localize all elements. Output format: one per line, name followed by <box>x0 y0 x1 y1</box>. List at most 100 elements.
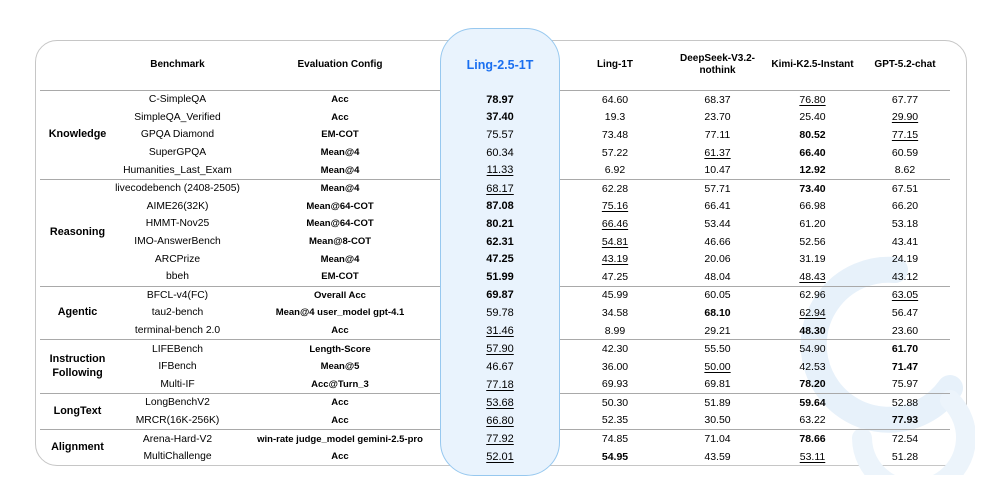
score-gpt-5-2-chat: 53.18 <box>891 217 919 230</box>
score-kimi-k2-5-instant: 53.11 <box>799 450 826 463</box>
table-row: Agentic BFCL-v4(FC) Overall Acc 69.87 45.99 6… <box>40 285 950 340</box>
benchmark-name: terminal-bench 2.0 <box>134 325 221 337</box>
evaluation-config: EM-COT <box>321 271 359 283</box>
score-ling-1t: 34.58 <box>601 306 629 319</box>
table-row: SuperGPQA Mean@4 60.34 57.22 61.37 66.40 60.59 <box>40 144 950 162</box>
evaluation-config: Length-Score <box>240 339 440 358</box>
score-kimi-k2-5-instant: 62.94 <box>799 306 826 319</box>
evaluation-config: Acc <box>331 414 349 426</box>
score-ling-1t: 45.99 <box>560 285 670 305</box>
score-gpt-5-2-chat: 43.41 <box>891 235 919 248</box>
score-ling-1t: 69.93 <box>601 378 629 391</box>
score-deepseek-v3-2-nothink: 69.81 <box>704 378 731 391</box>
evaluation-config: Acc <box>240 393 440 412</box>
benchmark-name: GPQA Diamond <box>140 129 215 141</box>
column-header-benchmark: Benchmark <box>150 59 205 70</box>
column-header-ling-1t: Ling-1T <box>596 59 634 70</box>
score-deepseek-v3-2-nothink: 55.50 <box>670 339 765 358</box>
score-deepseek-v3-2-nothink: 68.10 <box>704 306 731 319</box>
highlight-score-ling-2-5-1t: 51.99 <box>486 270 514 283</box>
category-column-spacer <box>40 40 115 91</box>
evaluation-config: Acc <box>240 89 440 109</box>
highlight-score-ling-2-5-1t: 31.46 <box>486 324 514 337</box>
score-kimi-k2-5-instant: 66.40 <box>799 146 826 159</box>
highlight-score-ling-2-5-1t: 75.57 <box>486 128 514 141</box>
highlight-score-ling-2-5-1t: 68.17 <box>486 182 514 195</box>
evaluation-config: Mean@5 <box>320 361 360 373</box>
benchmark-name: LongBenchV2 <box>115 393 240 412</box>
highlight-score-ling-2-5-1t: 47.25 <box>486 253 514 266</box>
highlight-score-ling-2-5-1t: 77.18 <box>486 378 514 391</box>
score-deepseek-v3-2-nothink: 48.04 <box>704 270 731 283</box>
highlight-score-ling-2-5-1t: 62.31 <box>486 235 514 248</box>
category-label-knowledge: Knowledge <box>40 90 115 180</box>
table-row: MRCR(16K-256K) Acc 66.80 52.35 30.50 63.22 77.… <box>40 412 950 430</box>
score-kimi-k2-5-instant: 48.43 <box>799 270 826 283</box>
score-ling-1t: 52.35 <box>601 414 629 427</box>
score-ling-1t: 64.60 <box>560 89 670 109</box>
table-row: terminal-bench 2.0 Acc 31.46 8.99 29.21 48.30… <box>40 322 950 340</box>
benchmark-name: C-SimpleQA <box>115 89 240 109</box>
score-deepseek-v3-2-nothink: 53.44 <box>704 217 731 230</box>
benchmark-name: ARCPrize <box>154 253 201 265</box>
benchmark-name: tau2-bench <box>151 307 204 319</box>
score-deepseek-v3-2-nothink: 60.05 <box>670 285 765 305</box>
score-gpt-5-2-chat: 71.47 <box>891 360 919 373</box>
score-gpt-5-2-chat: 43.12 <box>891 270 919 283</box>
highlight-score-ling-2-5-1t: 77.92 <box>486 432 514 445</box>
evaluation-config: Mean@4 user_model gpt-4.1 <box>275 307 405 319</box>
group-longtext: LongText LongBenchV2 Acc 53.68 50.30 51.89 59.… <box>40 393 950 430</box>
evaluation-config: Mean@4 <box>320 147 360 159</box>
evaluation-config: Mean@4 <box>320 253 360 265</box>
evaluation-config: Mean@8-COT <box>308 236 372 248</box>
group-alignment: Alignment Arena-Hard-V2 win-rate judge_mod… <box>40 429 950 466</box>
evaluation-config: Mean@4 <box>320 164 360 176</box>
score-gpt-5-2-chat: 66.20 <box>891 200 919 213</box>
score-deepseek-v3-2-nothink: 46.66 <box>704 235 731 248</box>
header-row: Benchmark Evaluation Config Ling-2.5-1T Lin… <box>40 40 950 91</box>
score-kimi-k2-5-instant: 61.20 <box>799 217 826 230</box>
benchmark-name: SimpleQA_Verified <box>134 111 221 123</box>
score-ling-1t: 57.22 <box>601 146 629 159</box>
score-gpt-5-2-chat: 56.47 <box>891 306 919 319</box>
score-gpt-5-2-chat: 77.93 <box>891 414 919 427</box>
score-deepseek-v3-2-nothink: 23.70 <box>704 111 731 124</box>
benchmark-name: Arena-Hard-V2 <box>115 429 240 448</box>
column-header-gpt-5-2-chat: GPT-5.2-chat <box>874 59 936 70</box>
score-ling-1t: 47.25 <box>601 270 629 283</box>
table-row: Multi-IF Acc@Turn_3 77.18 69.93 69.81 78.20 75… <box>40 376 950 394</box>
score-ling-1t: 73.48 <box>601 128 629 141</box>
score-gpt-5-2-chat: 72.54 <box>860 429 950 448</box>
score-ling-1t: 36.00 <box>601 360 629 373</box>
category-label-reasoning: Reasoning <box>40 178 115 287</box>
highlight-score-ling-2-5-1t: 57.90 <box>486 342 514 355</box>
score-ling-1t: 66.46 <box>601 217 629 230</box>
group-instruction-following: Instruction Following LIFEBench Length-Sco… <box>40 339 950 394</box>
score-deepseek-v3-2-nothink: 71.04 <box>670 429 765 448</box>
category-label-agentic: Agentic <box>40 285 115 340</box>
table-row: Reasoning livecodebench (2408-2505) Mean@4… <box>40 178 950 287</box>
highlight-score-ling-2-5-1t: 87.08 <box>486 200 514 213</box>
highlight-score-ling-2-5-1t: 59.78 <box>486 306 514 319</box>
highlight-score-ling-2-5-1t: 52.01 <box>486 450 514 463</box>
benchmark-name: HMMT-Nov25 <box>145 218 210 230</box>
highlight-score-ling-2-5-1t: 53.68 <box>486 396 514 409</box>
evaluation-config: win-rate judge_model gemini-2.5-pro <box>240 429 440 448</box>
score-deepseek-v3-2-nothink: 66.41 <box>704 200 731 213</box>
score-deepseek-v3-2-nothink: 20.06 <box>704 253 731 266</box>
table-row: ARCPrize Mean@4 47.25 43.19 20.06 31.19 24.19 <box>40 250 950 268</box>
score-kimi-k2-5-instant: 59.64 <box>765 393 860 412</box>
table-row: AIME26(32K) Mean@64-COT 87.08 75.16 66.41 66.… <box>40 198 950 216</box>
score-gpt-5-2-chat: 60.59 <box>891 146 919 159</box>
score-gpt-5-2-chat: 23.60 <box>891 324 919 337</box>
score-deepseek-v3-2-nothink: 57.71 <box>670 178 765 198</box>
score-gpt-5-2-chat: 29.90 <box>891 111 919 124</box>
table-row: Humanities_Last_Exam Mean@4 11.33 6.92 10.47… <box>40 161 950 179</box>
evaluation-config: Overall Acc <box>240 285 440 305</box>
score-ling-1t: 54.95 <box>601 450 629 463</box>
evaluation-config: Mean@4 <box>240 178 440 198</box>
score-kimi-k2-5-instant: 73.40 <box>765 178 860 198</box>
benchmark-name: IFBench <box>158 361 197 373</box>
score-deepseek-v3-2-nothink: 10.47 <box>704 164 731 177</box>
